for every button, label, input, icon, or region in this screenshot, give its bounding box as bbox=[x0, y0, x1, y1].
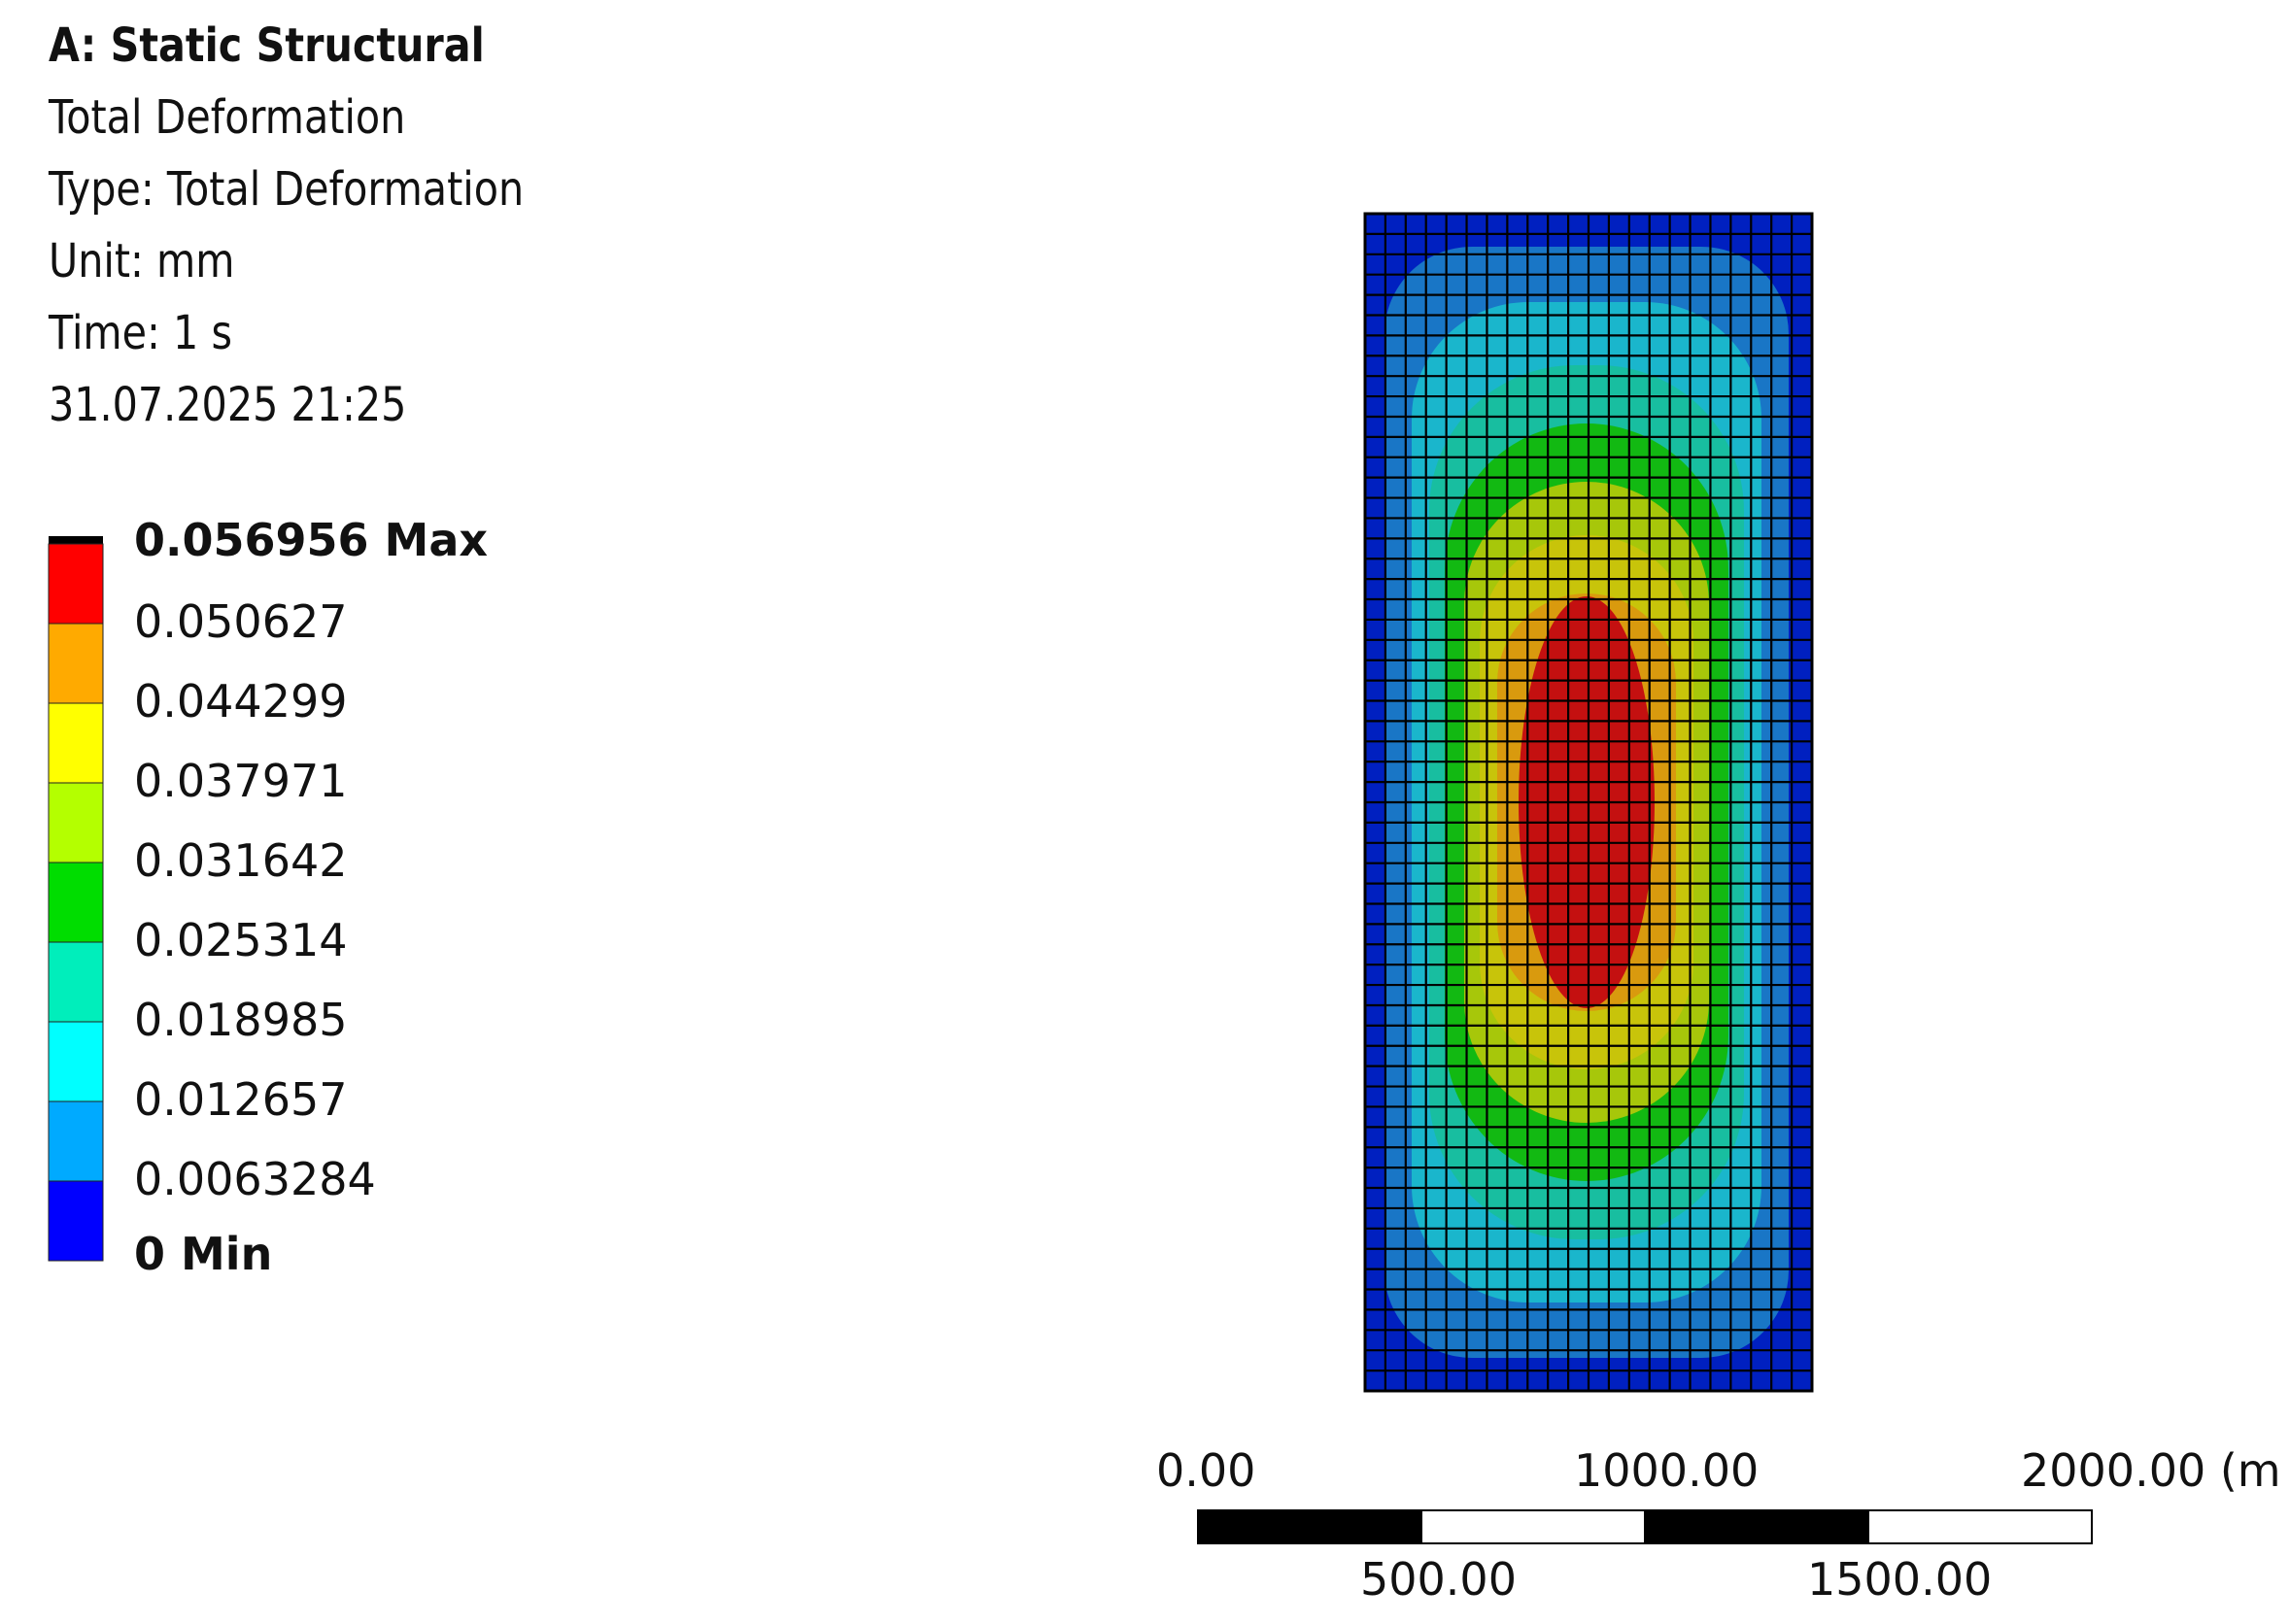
result-timestamp: 31.07.2025 21:25 bbox=[49, 378, 407, 432]
scale-top-labels: 0.00 1000.00 2000.00 (mm) bbox=[1156, 1444, 2283, 1497]
mesh-lines bbox=[1365, 214, 1812, 1391]
legend-value-1: 0.050627 bbox=[134, 595, 348, 648]
legend-min-label: 0 Min bbox=[134, 1228, 272, 1280]
scale-top-label-2: 1000.00 bbox=[1574, 1444, 1759, 1497]
legend-value-4: 0.031642 bbox=[134, 834, 348, 887]
result-time: Time: 1 s bbox=[49, 306, 232, 360]
legend-top-cap bbox=[49, 536, 103, 544]
analysis-title: A: Static Structural bbox=[49, 18, 485, 73]
scale-segment-2 bbox=[1420, 1509, 1646, 1544]
legend-band-1 bbox=[48, 543, 104, 625]
legend-value-5: 0.025314 bbox=[134, 914, 348, 966]
scale-bottom-label-2: 1500.00 bbox=[1807, 1553, 1992, 1603]
legend-color-bands bbox=[48, 536, 104, 1262]
legend-band-8 bbox=[48, 1100, 104, 1182]
legend-band-3 bbox=[48, 702, 104, 784]
legend-value-7: 0.012657 bbox=[134, 1073, 348, 1126]
scale-top-label-3: 2000.00 (mm) bbox=[2021, 1444, 2283, 1497]
result-type: Type: Total Deformation bbox=[49, 162, 525, 217]
legend-max-label: 0.056956 Max bbox=[134, 514, 488, 566]
scale-segment-3 bbox=[1644, 1509, 1869, 1544]
result-unit: Unit: mm bbox=[49, 234, 235, 288]
result-header: A: Static Structural Total Deformation T… bbox=[49, 10, 601, 441]
legend-value-2: 0.044299 bbox=[134, 675, 348, 727]
mesh-grid bbox=[1365, 214, 1812, 1391]
legend-value-6: 0.018985 bbox=[134, 994, 348, 1046]
legend-band-5 bbox=[48, 862, 104, 943]
legend-band-7 bbox=[48, 1021, 104, 1102]
legend-band-6 bbox=[48, 941, 104, 1023]
plate-outline bbox=[1363, 212, 1814, 1393]
result-name: Total Deformation bbox=[49, 90, 406, 145]
legend-band-4 bbox=[48, 782, 104, 863]
legend-band-9 bbox=[48, 1180, 104, 1262]
scale-segment-1 bbox=[1197, 1509, 1422, 1544]
color-legend: 0.056956 Max 0.0506270.0442990.0379710.0… bbox=[48, 514, 488, 1280]
deformation-contour-plot bbox=[1363, 212, 1814, 1393]
legend-value-labels: 0.050627 0.044299 0.037971 0.031642 0.025314… bbox=[134, 595, 376, 1205]
scale-bottom-labels: 500.00 1500.00 bbox=[1360, 1553, 1992, 1603]
scale-bar-segments bbox=[1197, 1509, 2093, 1544]
legend-band-2 bbox=[48, 623, 104, 704]
legend-value-8: 0.0063284 bbox=[134, 1153, 376, 1205]
scale-bar: 0.00 1000.00 2000.00 (mm) 500.00 1500.00 bbox=[1156, 1444, 2283, 1603]
scale-top-label-1: 0.00 bbox=[1156, 1444, 1255, 1497]
scale-bottom-label-1: 500.00 bbox=[1360, 1553, 1517, 1603]
legend-value-3: 0.037971 bbox=[134, 755, 348, 807]
scale-segment-4 bbox=[1867, 1509, 2093, 1544]
